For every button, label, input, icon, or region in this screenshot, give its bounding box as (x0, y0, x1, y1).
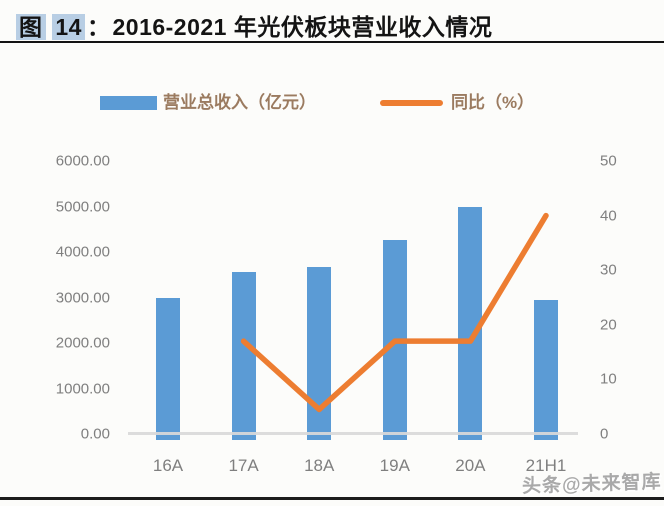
y-axis-left-tick: 6000.00 (55, 152, 110, 170)
figure-number: 14 (52, 14, 85, 40)
x-axis-label: 19A (379, 456, 410, 475)
y-axis-left-tick: 0.00 (80, 425, 110, 443)
y-axis-left-tick: 4000.00 (55, 243, 110, 261)
figure-title: 图 14 ：2016-2021 年光伏板块营业收入情况 (16, 8, 656, 42)
revenue-bar (307, 267, 332, 440)
revenue-bar (156, 297, 180, 440)
legend-label-revenue: 营业总收入（亿元） (163, 93, 316, 112)
figure-title-text: 2016-2021 年光伏板块营业收入情况 (112, 14, 493, 40)
y-axis-right-tick: 20 (600, 316, 617, 334)
y-axis-left-tick: 2000.00 (55, 334, 110, 352)
x-axis-label: 20A (455, 456, 486, 475)
y-axis-left-tick: 5000.00 (55, 198, 110, 215)
x-axis-label: 18A (304, 456, 335, 475)
title-divider (0, 41, 664, 43)
revenue-bar (458, 206, 483, 440)
x-axis-line (128, 432, 578, 435)
revenue-bar (382, 239, 407, 440)
y-axis-left-tick: 3000.00 (55, 289, 110, 306)
legend-label-yoy: 同比（%） (451, 93, 535, 112)
x-axis-label: 17A (228, 456, 259, 475)
x-axis-label: 16A (152, 456, 184, 475)
y-axis-right-tick: 10 (600, 370, 617, 388)
revenue-bar (231, 272, 256, 440)
revenue-bar (534, 300, 558, 440)
legend-bar-swatch (100, 96, 157, 110)
y-axis-left-tick: 1000.00 (55, 380, 110, 397)
figure-label: 图 (16, 14, 46, 40)
x-axis-label: 21H1 (525, 456, 567, 475)
y-axis-right-tick: 30 (600, 261, 617, 279)
y-axis-right-tick: 0 (600, 425, 609, 443)
y-axis-right-tick: 50 (600, 152, 617, 170)
y-axis-right-tick: 40 (600, 207, 617, 225)
figure-title-separator: ： (86, 14, 111, 40)
bottom-divider (0, 497, 664, 500)
legend-line-swatch (380, 100, 443, 106)
watermark: 头条@未来智库 (522, 471, 663, 498)
